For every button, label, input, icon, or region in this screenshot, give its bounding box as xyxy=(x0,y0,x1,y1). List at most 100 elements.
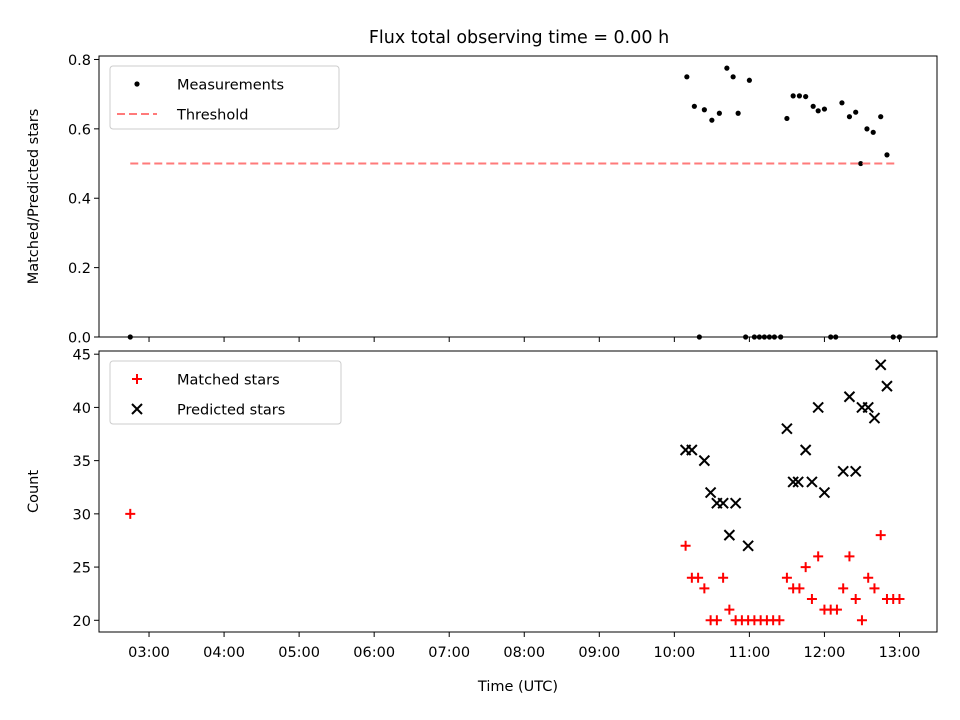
predicted-star-point xyxy=(868,412,881,424)
measurement-point xyxy=(761,334,767,340)
matched-star-point xyxy=(794,583,805,594)
legend-label: Predicted stars xyxy=(177,403,285,419)
measurement-point xyxy=(751,334,757,340)
matched-star-point xyxy=(813,551,824,562)
matched-star-point xyxy=(800,562,811,573)
x-tick-label: 09:00 xyxy=(578,645,620,661)
matched-star-point xyxy=(856,615,867,626)
matched-star-point xyxy=(844,551,855,562)
measurement-point xyxy=(833,334,839,340)
matched-star-point xyxy=(869,583,880,594)
predicted-star-point xyxy=(781,422,793,435)
top-panel: 0.00.20.40.60.8 Matched/Predicted stars … xyxy=(26,53,938,347)
x-tick-label: 08:00 xyxy=(503,645,545,661)
measurement-point xyxy=(821,106,828,112)
y-tick-label: 0.0 xyxy=(68,331,91,347)
matched-star-point xyxy=(838,583,849,594)
predicted-star-point xyxy=(742,540,754,552)
matched-star-point xyxy=(125,508,136,519)
measurement-point xyxy=(724,65,730,71)
matched-star-point xyxy=(894,594,905,605)
measurement-point xyxy=(127,334,133,340)
measurement-point xyxy=(716,110,722,116)
x-tick-label: 13:00 xyxy=(879,645,921,661)
measurement-point xyxy=(743,334,749,340)
matched-star-point xyxy=(863,572,874,583)
measurement-point xyxy=(730,74,736,80)
top-y-axis: 0.0 0.2 0.4 0.6 0.8 xyxy=(68,53,99,347)
measurement-point xyxy=(884,152,890,158)
x-tick-label: 12:00 xyxy=(804,645,846,661)
predicted-star-point xyxy=(717,497,729,509)
y-tick-label: 35 xyxy=(73,454,91,470)
measurement-point xyxy=(778,334,784,340)
predicted-star-point xyxy=(881,380,893,392)
x-tick-label: 03:00 xyxy=(128,645,170,661)
measurement-point xyxy=(846,114,853,120)
matched-star-point xyxy=(718,572,729,583)
y-tick-label: 0.4 xyxy=(68,192,91,208)
matched-star-point xyxy=(850,594,861,605)
measurement-point xyxy=(890,334,896,340)
matched-star-point xyxy=(724,604,735,615)
predicted-star-point xyxy=(875,359,887,371)
matched-star-point xyxy=(831,604,842,615)
predicted-star-point xyxy=(787,476,799,488)
y-tick-label: 25 xyxy=(73,561,91,577)
bottom-series-marks xyxy=(125,359,905,626)
measurement-point xyxy=(790,93,796,99)
x-tick-label: 07:00 xyxy=(428,645,470,661)
legend-box xyxy=(109,65,340,130)
bottom-y-axis: 20 25 30 35 40 45 xyxy=(73,348,99,630)
measurement-point xyxy=(803,93,809,100)
y-tick-label: 45 xyxy=(73,348,91,364)
legend-label: Threshold xyxy=(176,108,248,124)
measurement-point xyxy=(815,108,821,114)
predicted-star-point xyxy=(799,444,812,456)
bottom-y-axis-label: Count xyxy=(26,470,42,513)
predicted-star-point xyxy=(686,444,698,456)
bottom-x-axis: 03:00 04:00 05:00 06:00 07:00 08:00 09:00 10:00… xyxy=(128,632,920,661)
legend-box xyxy=(109,360,342,425)
measurement-point xyxy=(784,115,790,122)
legend-predicted-swatch xyxy=(131,403,143,415)
bottom-legend: Matched stars Predicted stars xyxy=(109,360,342,425)
matched-star-point xyxy=(680,540,691,551)
x-tick-label: 04:00 xyxy=(203,645,245,661)
measurement-point xyxy=(709,117,715,123)
top-series-marks xyxy=(127,65,903,340)
predicted-star-point xyxy=(729,497,742,509)
measurement-point xyxy=(701,107,707,113)
measurement-point xyxy=(810,103,816,109)
top-y-axis-label: Matched/Predicted stars xyxy=(26,109,42,285)
x-tick-label: 06:00 xyxy=(353,645,395,661)
legend-label: Measurements xyxy=(177,78,284,94)
y-tick-label: 20 xyxy=(73,614,91,630)
matched-star-point xyxy=(875,530,886,541)
y-tick-label: 0.8 xyxy=(68,53,91,69)
predicted-star-point xyxy=(843,391,856,403)
x-tick-label: 10:00 xyxy=(653,645,695,661)
predicted-star-point xyxy=(704,486,717,499)
predicted-star-point xyxy=(818,486,831,499)
legend-matched-swatch xyxy=(132,374,142,384)
predicted-star-point xyxy=(849,465,862,477)
bottom-panel: 20 25 30 35 40 45 03:00 04:00 05:00 06:00 07:00 08… xyxy=(26,348,938,695)
measurement-point xyxy=(691,103,697,109)
measurement-point xyxy=(864,126,870,132)
matched-star-point xyxy=(711,615,722,626)
predicted-star-point xyxy=(806,476,818,488)
y-tick-label: 0.2 xyxy=(68,261,91,277)
legend-measurement-swatch xyxy=(134,81,140,87)
matched-star-point xyxy=(781,572,792,583)
predicted-star-point xyxy=(792,476,804,488)
measurement-point xyxy=(746,77,752,83)
y-tick-label: 40 xyxy=(73,401,91,417)
y-tick-label: 30 xyxy=(73,507,91,523)
predicted-star-point xyxy=(698,454,711,467)
legend-label: Matched stars xyxy=(177,373,280,389)
measurement-point xyxy=(853,109,859,115)
measurement-point xyxy=(756,334,762,340)
y-tick-label: 0.6 xyxy=(68,122,91,138)
